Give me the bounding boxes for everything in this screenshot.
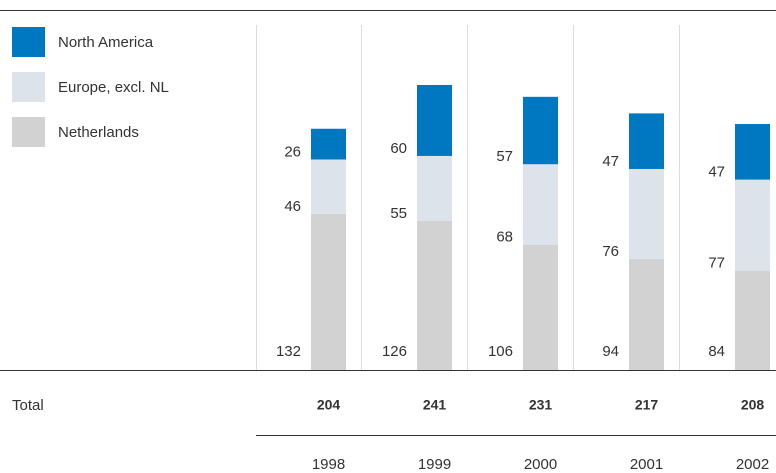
bar-segment bbox=[311, 213, 346, 370]
bar-segment bbox=[417, 85, 452, 156]
bar-segment bbox=[417, 155, 452, 221]
bar-segment bbox=[523, 244, 558, 370]
legend-swatch bbox=[12, 117, 45, 147]
value-label: 46 bbox=[284, 198, 301, 215]
bar-segment bbox=[629, 113, 664, 169]
value-label: 77 bbox=[708, 255, 725, 272]
x-tick-label: 2001 bbox=[630, 456, 663, 473]
bar-segment bbox=[735, 270, 770, 370]
legend-label: Netherlands bbox=[58, 124, 139, 141]
bar-segment bbox=[735, 179, 770, 271]
legend-label: North America bbox=[58, 34, 154, 51]
legend-swatch bbox=[12, 72, 45, 102]
value-label: 57 bbox=[496, 148, 513, 165]
total-value: 231 bbox=[529, 397, 553, 413]
totals-label: Total bbox=[12, 397, 44, 414]
bar-segment bbox=[311, 159, 346, 214]
value-label: 55 bbox=[390, 205, 407, 222]
value-label: 94 bbox=[602, 343, 619, 360]
x-tick-label: 1998 bbox=[312, 456, 345, 473]
total-value: 241 bbox=[423, 397, 447, 413]
bar-segment bbox=[523, 96, 558, 165]
x-tick-label: 2002 bbox=[736, 456, 769, 473]
legend-label: Europe, excl. NL bbox=[58, 79, 169, 96]
value-label: 47 bbox=[602, 153, 619, 170]
bar-segment bbox=[629, 258, 664, 370]
x-tick-label: 2000 bbox=[524, 456, 557, 473]
value-label: 47 bbox=[708, 164, 725, 181]
value-label: 132 bbox=[276, 343, 301, 360]
total-value: 208 bbox=[741, 397, 765, 413]
bar-segment bbox=[523, 164, 558, 245]
total-value: 204 bbox=[317, 397, 341, 413]
value-label: 126 bbox=[382, 343, 407, 360]
bar-segment bbox=[311, 128, 346, 160]
value-label: 26 bbox=[284, 143, 301, 160]
total-value: 217 bbox=[635, 397, 659, 413]
bar-segment bbox=[735, 124, 770, 180]
value-label: 84 bbox=[708, 343, 725, 360]
x-tick-label: 1999 bbox=[418, 456, 451, 473]
value-label: 106 bbox=[488, 343, 513, 360]
legend-swatch bbox=[12, 27, 45, 57]
value-label: 68 bbox=[496, 229, 513, 246]
value-label: 60 bbox=[390, 140, 407, 157]
value-label: 76 bbox=[602, 243, 619, 260]
bar-segment bbox=[629, 168, 664, 259]
bar-segment bbox=[417, 220, 452, 370]
